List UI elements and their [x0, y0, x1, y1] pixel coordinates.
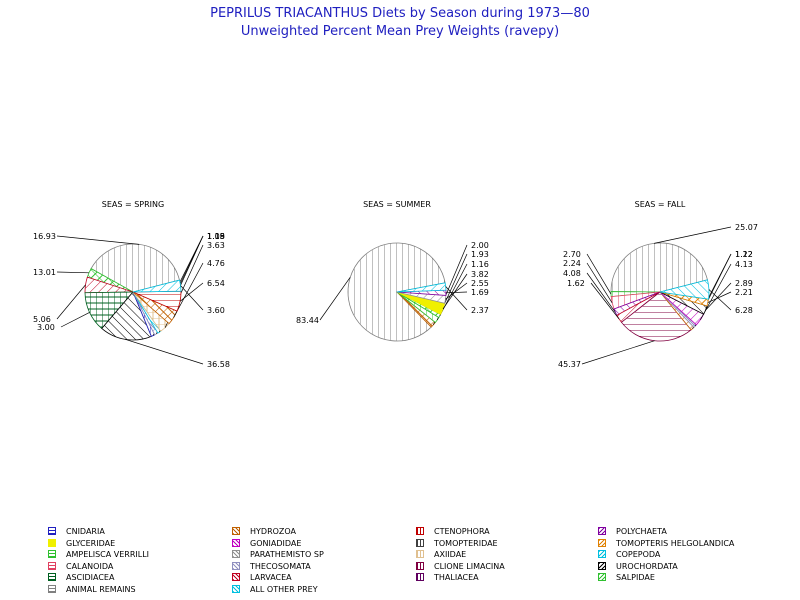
slice-value-label: 2.70 [563, 250, 581, 259]
leader-line [60, 312, 90, 328]
pie-chart-2: SEAS = FALL 25.07 2.702.244.081.62 45.37 1.2… [558, 200, 758, 369]
slice-value-label: 13.01 [33, 268, 56, 277]
pie-slice [610, 242, 708, 293]
slice-value-label: 5.06 [33, 315, 51, 324]
slice-value-label: 1.93 [471, 250, 489, 259]
slice-value-label: 3.82 [471, 270, 489, 279]
leader-line [707, 291, 732, 303]
slice-value-label: 1.08 [207, 232, 225, 241]
slice-value-label: 6.28 [735, 306, 753, 315]
leader-line [56, 271, 90, 274]
slice-value-label: 2.37 [471, 306, 489, 315]
slice-value-label: 1.62 [567, 279, 585, 288]
leader-line [445, 291, 468, 294]
slice-value-label: 45.37 [558, 360, 581, 369]
leader-line [581, 340, 655, 365]
leader-line [586, 253, 612, 295]
pie-chart-0: SEAS = SPRING 16.93 13.01 5.063.00 36.58 1.19… [33, 200, 230, 369]
pie-slice [101, 291, 152, 341]
slice-value-label: 1.22 [735, 250, 753, 259]
slice-value-label: 1.19 [207, 232, 225, 241]
leader-line [179, 282, 204, 302]
slice-value-label: 3.00 [37, 323, 55, 332]
pie-slice [132, 279, 182, 293]
slice-value-label: 2.00 [471, 241, 489, 250]
leader-line [56, 284, 86, 320]
slice-value-label: 3.60 [207, 306, 225, 315]
leader-line [590, 282, 620, 320]
slice-value-label: 6.54 [207, 279, 225, 288]
slice-value-label: 25.07 [735, 223, 758, 232]
slice-value-label: 4.08 [563, 269, 581, 278]
leader-line [654, 226, 732, 244]
slice-value-label: 4.13 [735, 260, 753, 269]
leader-line [442, 273, 468, 310]
chart-subtitle: Unweighted Percent Mean Prey Weights (ra… [240, 24, 560, 39]
slice-value-label: 1.15 [207, 232, 225, 241]
leader-line [180, 285, 204, 311]
slice-value-label: 2.24 [563, 259, 581, 268]
pie-slice [396, 282, 447, 293]
slice-value-label: 4.76 [207, 259, 225, 268]
slice-value-label: 2.89 [735, 279, 753, 288]
pie-chart-1: SEAS = SUMMER 83.44 2.001.931.163.822.551.… [296, 200, 489, 342]
leader-line [586, 262, 613, 304]
slice-value-label: 83.44 [296, 316, 319, 325]
slice-value-label: 1.12 [735, 250, 753, 259]
pie-title: SEAS = FALL [635, 200, 686, 209]
slice-value-label: 1.69 [471, 288, 489, 297]
pie-title: SEAS = SUMMER [363, 200, 431, 209]
slice-value-label: 16.93 [33, 232, 56, 241]
leader-line [708, 289, 732, 311]
pie-title: SEAS = SPRING [102, 200, 164, 209]
leader-line [445, 282, 468, 300]
leader-line [445, 286, 468, 311]
slice-value-label: 36.58 [207, 360, 230, 369]
pie-slice [659, 279, 710, 300]
slice-value-label: 3.63 [207, 241, 225, 250]
slice-value-label: 1.16 [471, 260, 489, 269]
slice-value-label: 2.55 [471, 279, 489, 288]
pie-slice [620, 291, 692, 342]
leader-line [586, 272, 616, 313]
leader-line [705, 282, 732, 311]
leader-line [56, 235, 140, 245]
leader-line [125, 339, 204, 365]
slice-value-label: 2.21 [735, 288, 753, 297]
chart-title: PEPRILUS TRIACANTHUS Diets by Season dur… [210, 6, 590, 21]
leader-line [319, 277, 351, 321]
